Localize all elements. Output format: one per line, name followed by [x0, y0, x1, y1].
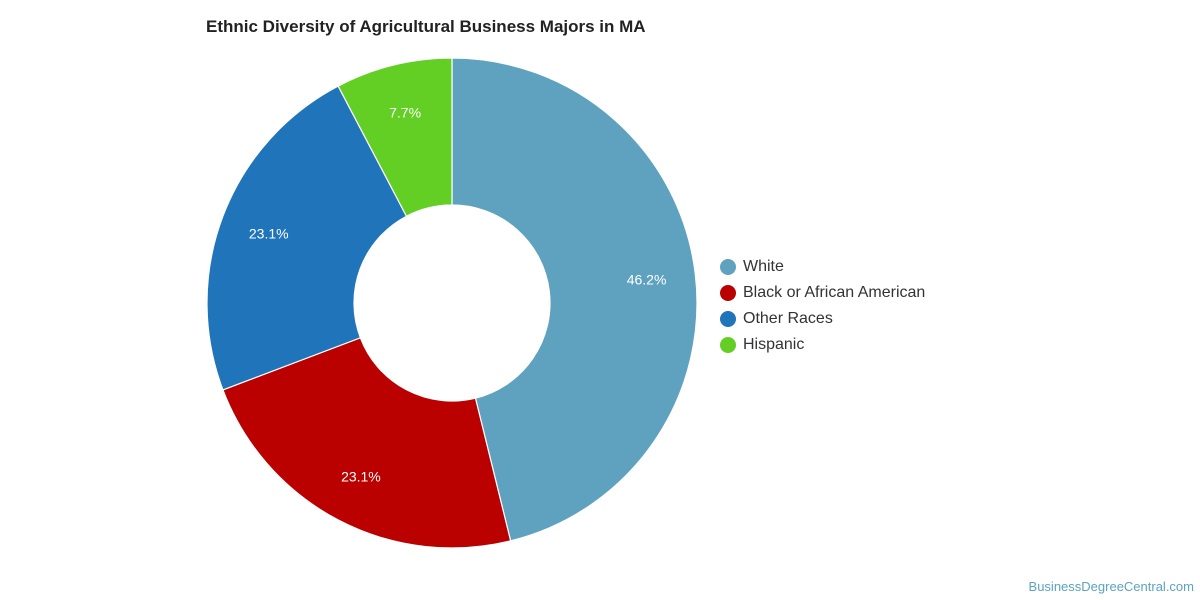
legend-label: Other Races	[743, 310, 833, 327]
slice-hispanic[interactable]	[337, 57, 453, 218]
legend-swatch	[720, 311, 736, 327]
data-label-other-races: 23.1%	[249, 225, 289, 241]
data-label-hispanic: 7.7%	[389, 105, 421, 121]
legend-label: Hispanic	[743, 336, 805, 353]
legend-item-other-races[interactable]: Other Races	[720, 306, 925, 332]
legend-label: Black or African American	[743, 284, 926, 301]
watermark[interactable]: BusinessDegreeCentral.com	[1028, 579, 1194, 594]
slice-black-or-african-american[interactable]	[222, 336, 512, 549]
legend-item-black-or-african-american[interactable]: Black or African American	[720, 280, 925, 306]
legend-item-white[interactable]: White	[720, 254, 925, 280]
chart-legend: White Black or African American Other Race…	[720, 254, 925, 358]
chart-title: Ethnic Diversity of Agricultural Busines…	[206, 17, 646, 36]
data-label-black-or-african-american: 23.1%	[341, 469, 381, 485]
data-label-white: 46.2%	[627, 271, 667, 287]
legend-item-hispanic[interactable]: Hispanic	[720, 332, 925, 358]
legend-swatch	[720, 259, 736, 275]
slice-other-races[interactable]	[206, 85, 408, 391]
legend-swatch	[720, 285, 736, 301]
legend-label: White	[743, 258, 784, 275]
slice-white[interactable]	[451, 57, 698, 542]
legend-swatch	[720, 337, 736, 353]
